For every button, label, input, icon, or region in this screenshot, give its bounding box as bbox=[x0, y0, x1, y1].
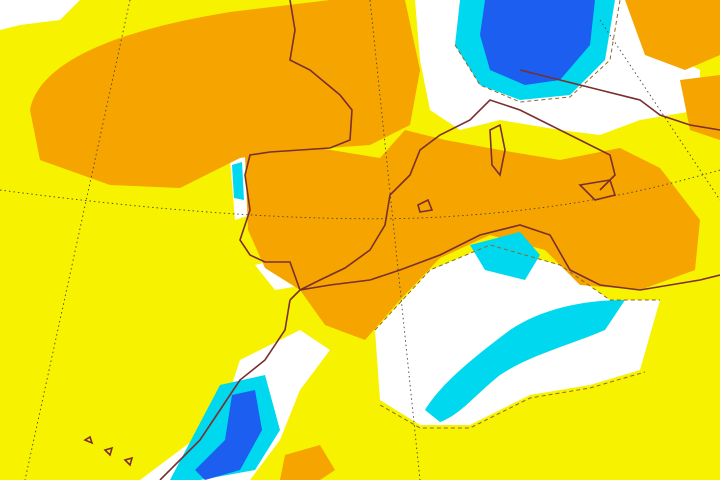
coastline bbox=[83, 435, 134, 467]
coastline bbox=[489, 123, 506, 177]
anomaly-orange bbox=[680, 75, 720, 140]
anomaly-orange bbox=[625, 0, 720, 70]
anomaly-orange bbox=[280, 445, 335, 480]
graticule bbox=[599, 19, 720, 201]
graticule bbox=[24, 0, 131, 480]
coastline bbox=[519, 69, 720, 131]
coastline bbox=[289, 224, 720, 301]
anomaly-cyan bbox=[470, 232, 540, 280]
anomaly-cyan bbox=[425, 300, 625, 422]
anomaly-white bbox=[0, 0, 80, 30]
contour bbox=[374, 244, 660, 331]
anomaly-orange bbox=[30, 0, 420, 188]
contour bbox=[379, 371, 646, 429]
anomaly-orange bbox=[245, 130, 700, 340]
anomaly-blue bbox=[480, 0, 595, 85]
coastline bbox=[239, 0, 616, 292]
coastline bbox=[578, 179, 617, 201]
contour bbox=[454, 0, 621, 103]
coastline bbox=[417, 198, 434, 213]
anomaly-blue bbox=[195, 390, 262, 480]
coastline bbox=[159, 299, 291, 480]
anomaly-cyan bbox=[232, 162, 244, 200]
